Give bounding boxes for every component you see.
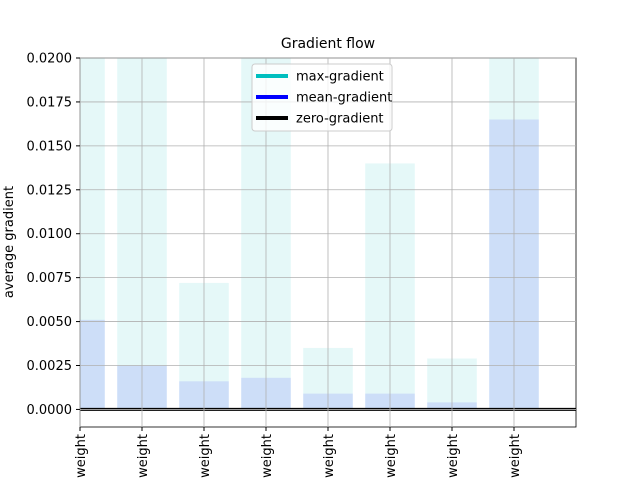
y-tick-label: 0.0075 (27, 271, 73, 286)
x-tick-label: weight (446, 434, 461, 478)
bar (80, 319, 105, 410)
y-tick-label: 0.0025 (27, 359, 73, 374)
x-tick-label: weight (384, 434, 399, 478)
y-axis-label: average gradient (2, 186, 17, 298)
x-tick-label: weight (508, 434, 523, 478)
x-tick-label: weight (260, 434, 275, 478)
chart-title: Gradient flow (281, 36, 375, 52)
y-tick-label: 0.0050 (27, 315, 73, 330)
y-tick-label: 0.0000 (27, 403, 73, 418)
y-tick-label: 0.0200 (27, 52, 73, 67)
legend-box (251, 63, 393, 132)
y-tick-label: 0.0100 (27, 227, 73, 242)
y-tick-label: 0.0125 (27, 183, 73, 198)
legend-label: max-gradient (296, 70, 384, 85)
x-tick-label: weight (74, 434, 89, 478)
legend-label: mean-gradient (296, 91, 392, 106)
x-tick-label: weight (322, 434, 337, 478)
legend-label: zero-gradient (296, 112, 384, 127)
y-tick-label: 0.0150 (27, 139, 73, 154)
x-tick-label: weight (136, 434, 151, 478)
y-tick-label: 0.0175 (27, 95, 73, 110)
x-tick-label: weight (198, 434, 213, 478)
